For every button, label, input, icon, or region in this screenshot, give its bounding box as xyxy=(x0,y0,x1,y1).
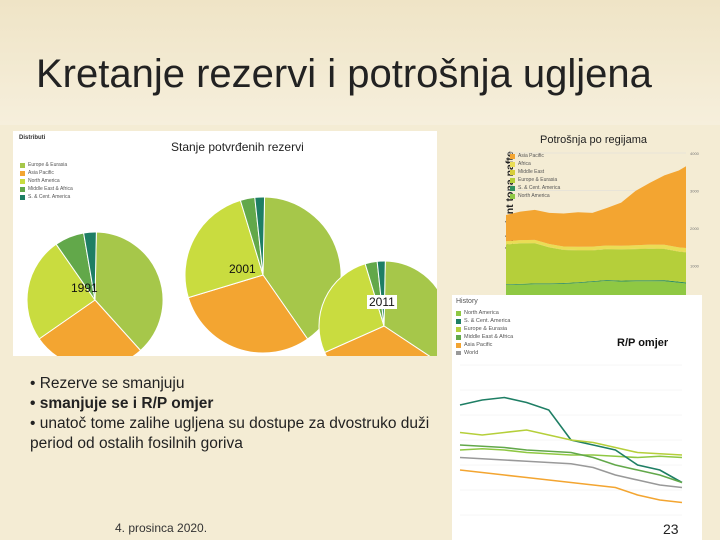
legend-label: Asia Pacific xyxy=(518,153,544,159)
legend-label: S. & Cent. America xyxy=(464,318,511,324)
rp-series-line xyxy=(459,429,683,456)
legend-item: Asia Pacific xyxy=(20,169,73,177)
rp-series-line xyxy=(459,447,683,459)
rp-line-chart xyxy=(452,355,702,540)
y-tick-label: 1000 xyxy=(690,264,700,269)
legend-swatch xyxy=(456,318,461,324)
slide-title: Kretanje rezervi i potrošnja ugljena xyxy=(36,52,652,96)
legend-item: S. & Cent. America xyxy=(510,184,560,192)
legend-item: Middle East xyxy=(510,168,560,176)
legend-label: Europe & Eurasia xyxy=(28,162,68,168)
rp-series-line xyxy=(459,444,683,484)
legend-swatch xyxy=(510,185,515,191)
rp-header: History xyxy=(456,298,478,305)
pie-label-2011: 2011 xyxy=(367,295,397,309)
pie-slice xyxy=(254,196,266,276)
legend-item: Africa xyxy=(510,160,560,168)
page-number: 23 xyxy=(663,521,679,537)
reserves-corner-label: Distributi xyxy=(19,135,46,141)
legend-label: S. & Cent. America xyxy=(518,185,561,191)
reserves-pies xyxy=(26,196,437,356)
legend-label: World xyxy=(464,350,479,356)
legend-label: North America xyxy=(28,178,60,184)
pie-slice xyxy=(184,199,264,299)
bullet-2: • smanjuje se i R/P omjer xyxy=(30,395,214,412)
legend-item: Europe & Eurasia xyxy=(510,176,560,184)
bullet-list: • Rezerve se smanjuju • smanjuje se i R/… xyxy=(30,374,430,454)
legend-label: North America xyxy=(518,193,550,199)
legend-item: S. & Cent. America xyxy=(456,317,513,325)
legend-swatch xyxy=(20,178,25,184)
pie-slice xyxy=(83,231,97,301)
pie-label-1991: 1991 xyxy=(71,281,98,295)
footer-date: 4. prosinca 2020. xyxy=(115,521,208,535)
pie-slice xyxy=(94,231,164,352)
consumption-title: Potrošnja po regijama xyxy=(540,134,648,146)
pie-slice xyxy=(318,263,385,354)
area-series xyxy=(506,166,686,248)
y-tick-label: 4000 xyxy=(690,151,700,156)
legend-label: Africa xyxy=(518,161,531,167)
title-band xyxy=(0,0,720,125)
legend-swatch xyxy=(20,194,25,200)
legend-item: North America xyxy=(510,192,560,200)
reserves-title: Stanje potvrđenih rezervi xyxy=(171,140,304,154)
legend-item: Middle East & Africa xyxy=(456,333,513,341)
legend-swatch xyxy=(510,193,515,199)
pie-slice xyxy=(38,299,142,356)
area-series xyxy=(506,239,686,252)
legend-label: Middle East & Africa xyxy=(464,334,514,340)
legend-label: Middle East xyxy=(518,169,545,175)
legend-swatch xyxy=(456,350,461,356)
legend-item: Asia Pacific xyxy=(456,341,513,349)
legend-label: Europe & Eurasia xyxy=(464,326,508,332)
legend-label: North America xyxy=(464,310,499,316)
y-tick-label: 2000 xyxy=(690,226,700,231)
legend-swatch xyxy=(456,334,461,340)
rp-legend: North America S. & Cent. America Europe & … xyxy=(456,309,513,357)
legend-item: Middle East & Africa xyxy=(20,185,73,193)
legend-item: Europe & Eurasia xyxy=(456,325,513,333)
legend-swatch xyxy=(510,161,515,167)
pie-slice xyxy=(376,260,386,327)
legend-item: World xyxy=(456,349,513,357)
area-series xyxy=(506,243,686,285)
reserves-panel: Distributi Stanje potvrđenih rezervi Eur… xyxy=(13,131,437,356)
legend-label: Middle East & Africa xyxy=(28,186,73,192)
legend-item: Asia Pacific xyxy=(510,152,560,160)
reserves-legend: Europe & Eurasia Asia Pacific North Americ… xyxy=(20,161,73,201)
bullet-3: • unatoč tome zalihe ugljena su dostupe … xyxy=(30,415,430,452)
legend-item: North America xyxy=(456,309,513,317)
rp-title: R/P omjer xyxy=(614,337,672,349)
legend-swatch xyxy=(20,170,25,176)
legend-label: Asia Pacific xyxy=(464,342,493,348)
legend-swatch xyxy=(456,310,461,316)
legend-label: S. & Cent. America xyxy=(28,194,71,200)
pie-slice xyxy=(383,260,437,356)
area-series xyxy=(506,279,686,285)
consumption-legend: Asia Pacific Africa Middle East Europe & Eu… xyxy=(510,152,560,200)
legend-swatch xyxy=(456,342,461,348)
legend-item: Europe & Eurasia xyxy=(20,161,73,169)
legend-label: Europe & Eurasia xyxy=(518,177,558,183)
pie-slice xyxy=(187,274,309,354)
rp-series-line xyxy=(459,456,683,489)
pie-slice xyxy=(26,243,96,340)
legend-swatch xyxy=(510,153,515,159)
pie-label-2001: 2001 xyxy=(229,262,256,276)
legend-label: Asia Pacific xyxy=(28,170,54,176)
legend-swatch xyxy=(456,326,461,332)
pie-slice xyxy=(323,325,431,356)
legend-swatch xyxy=(20,162,25,168)
legend-item: S. & Cent. America xyxy=(20,193,73,201)
legend-item: North America xyxy=(20,177,73,185)
legend-swatch xyxy=(510,169,515,175)
bullet-1: • Rezerve se smanjuju xyxy=(30,375,185,392)
legend-swatch xyxy=(20,186,25,192)
legend-swatch xyxy=(510,177,515,183)
y-tick-label: 3000 xyxy=(690,189,700,194)
rp-series-line xyxy=(459,469,683,504)
